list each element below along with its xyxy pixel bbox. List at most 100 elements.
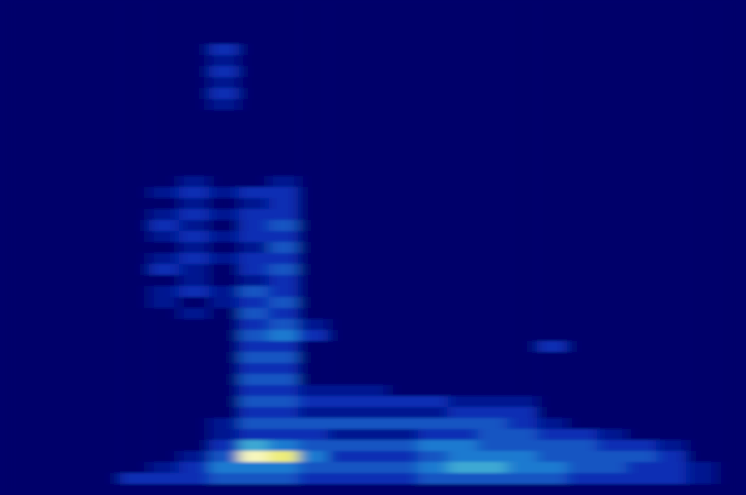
heat-cell bbox=[90, 77, 120, 89]
heat-cell bbox=[0, 374, 30, 386]
heat-cell bbox=[567, 11, 597, 23]
heat-cell bbox=[209, 66, 239, 78]
heat-cell bbox=[269, 88, 299, 100]
heat-cell bbox=[656, 143, 686, 155]
heat-cell bbox=[567, 264, 597, 276]
heat-cell bbox=[388, 341, 418, 353]
heat-cell bbox=[298, 187, 328, 199]
heat-cell bbox=[448, 11, 478, 23]
heat-cell bbox=[537, 154, 567, 166]
heat-cell bbox=[567, 33, 597, 45]
heat-cell bbox=[209, 242, 239, 254]
heat-cell bbox=[269, 132, 299, 144]
heat-cell bbox=[597, 121, 627, 133]
heat-cell bbox=[90, 99, 120, 111]
heat-cell bbox=[239, 77, 269, 89]
heat-cell bbox=[537, 319, 567, 331]
heat-cell bbox=[388, 187, 418, 199]
heat-cell bbox=[388, 220, 418, 232]
heat-cell bbox=[418, 99, 448, 111]
heat-cell bbox=[0, 352, 30, 364]
heat-cell bbox=[627, 242, 657, 254]
heat-cell bbox=[328, 88, 358, 100]
heat-cell bbox=[537, 176, 567, 188]
heat-cell bbox=[0, 308, 30, 320]
heat-cell bbox=[597, 363, 627, 375]
heat-cell bbox=[149, 55, 179, 67]
heat-cell bbox=[209, 330, 239, 342]
heat-cell bbox=[239, 473, 269, 485]
heat-cell bbox=[358, 154, 388, 166]
heat-cell bbox=[716, 88, 746, 100]
heat-cell bbox=[239, 55, 269, 67]
heat-cell bbox=[179, 88, 209, 100]
heat-cell bbox=[328, 462, 358, 474]
heat-cell bbox=[448, 407, 478, 419]
heat-cell bbox=[567, 165, 597, 177]
heat-cell bbox=[627, 77, 657, 89]
heat-cell bbox=[149, 308, 179, 320]
heat-cell bbox=[507, 363, 537, 375]
heat-cell bbox=[477, 220, 507, 232]
heat-cell bbox=[149, 220, 179, 232]
heat-cell bbox=[328, 319, 358, 331]
heat-cell bbox=[209, 132, 239, 144]
heat-cell bbox=[597, 154, 627, 166]
heat-cell bbox=[716, 275, 746, 287]
heat-cell bbox=[209, 154, 239, 166]
heat-cell bbox=[448, 121, 478, 133]
heat-cell bbox=[597, 198, 627, 210]
heat-cell bbox=[328, 11, 358, 23]
heat-cell bbox=[90, 121, 120, 133]
heat-cell bbox=[418, 44, 448, 56]
heat-cell bbox=[149, 253, 179, 265]
heat-cell bbox=[567, 473, 597, 485]
heat-cell bbox=[686, 385, 716, 397]
heat-cell bbox=[179, 341, 209, 353]
heat-cell bbox=[179, 143, 209, 155]
heat-cell bbox=[567, 55, 597, 67]
heat-cell bbox=[239, 341, 269, 353]
heat-cell bbox=[298, 363, 328, 375]
heat-cell bbox=[597, 231, 627, 243]
heat-cell bbox=[90, 396, 120, 408]
heat-cell bbox=[119, 22, 149, 34]
heat-cell bbox=[149, 286, 179, 298]
heat-cell bbox=[507, 88, 537, 100]
heat-cell bbox=[269, 55, 299, 67]
heat-cell bbox=[149, 275, 179, 287]
heat-cell bbox=[597, 253, 627, 265]
heat-cell bbox=[269, 11, 299, 23]
heat-cell bbox=[60, 231, 90, 243]
heat-cell bbox=[537, 462, 567, 474]
heat-cell bbox=[298, 0, 328, 12]
heat-cell bbox=[179, 77, 209, 89]
heat-cell bbox=[30, 330, 60, 342]
heat-cell bbox=[507, 330, 537, 342]
heat-cell bbox=[30, 253, 60, 265]
heat-cell bbox=[0, 462, 30, 474]
heat-cell bbox=[388, 385, 418, 397]
heat-cell bbox=[656, 66, 686, 78]
heat-cell bbox=[597, 99, 627, 111]
heat-cell bbox=[209, 33, 239, 45]
heat-cell bbox=[60, 154, 90, 166]
heat-cell bbox=[627, 143, 657, 155]
heat-cell bbox=[358, 286, 388, 298]
heat-cell bbox=[448, 88, 478, 100]
heat-cell bbox=[656, 22, 686, 34]
heat-cell bbox=[60, 275, 90, 287]
heat-cell bbox=[179, 176, 209, 188]
heat-cell bbox=[298, 198, 328, 210]
heat-cell bbox=[179, 121, 209, 133]
heat-cell bbox=[448, 55, 478, 67]
heat-cell bbox=[716, 66, 746, 78]
heat-cell bbox=[448, 396, 478, 408]
heat-cell bbox=[567, 297, 597, 309]
heat-cell bbox=[507, 176, 537, 188]
heat-cell bbox=[567, 176, 597, 188]
heat-cell bbox=[179, 132, 209, 144]
heat-cell bbox=[179, 473, 209, 485]
heat-cell bbox=[567, 275, 597, 287]
heat-cell bbox=[179, 0, 209, 12]
